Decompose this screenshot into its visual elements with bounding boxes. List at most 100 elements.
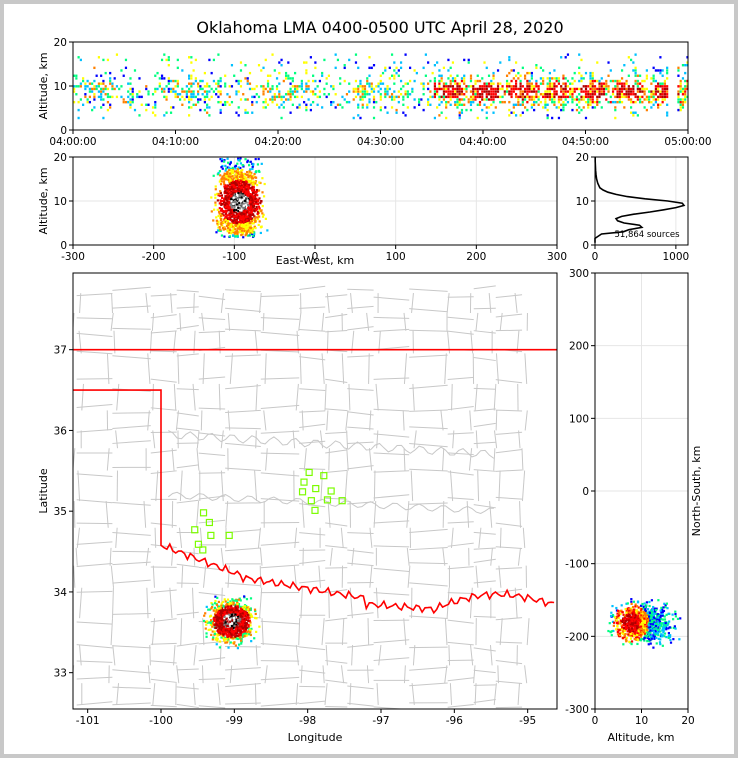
east-west-source: [215, 219, 218, 222]
time-height-source: [548, 95, 552, 99]
time-height-source: [591, 79, 594, 83]
east-west-source: [244, 192, 247, 195]
time-height-source: [393, 98, 396, 101]
time-height-source: [129, 77, 132, 80]
river-line: [168, 491, 494, 515]
east-west-source: [257, 223, 260, 227]
time-height-source: [496, 69, 500, 72]
east-west-source: [227, 209, 230, 212]
time-height-source: [620, 93, 624, 96]
time-height-source: [596, 98, 599, 101]
time-height-source: [474, 98, 477, 101]
east-west-source: [241, 233, 244, 236]
time-height-source: [472, 100, 475, 104]
map-source: [229, 634, 232, 637]
time-height-source: [115, 95, 119, 99]
time-height-source: [88, 82, 91, 85]
time-height-source: [154, 103, 157, 106]
time-height-source: [454, 95, 457, 99]
time-height-source: [97, 82, 101, 85]
east-west-source: [226, 203, 229, 206]
time-height-source: [348, 100, 351, 104]
time-height-source: [481, 87, 484, 91]
time-height-source: [296, 106, 299, 109]
east-west-source: [223, 185, 226, 188]
time-height-source: [445, 90, 448, 93]
county-line: [376, 683, 379, 705]
time-height-source: [661, 100, 664, 104]
time-height-source: [370, 85, 373, 88]
time-height-source: [469, 79, 473, 83]
time-height-source: [260, 69, 263, 72]
time-height-source: [508, 56, 511, 59]
time-height-source: [616, 85, 619, 88]
time-height-source: [596, 79, 599, 83]
east-west-source: [227, 222, 230, 226]
time-height-source: [100, 95, 103, 99]
time-height-source: [449, 93, 452, 96]
county-line: [351, 645, 354, 666]
map-source: [232, 611, 235, 614]
east-west-source: [225, 205, 228, 208]
time-height-source: [291, 93, 294, 96]
county-line: [409, 666, 448, 671]
lma-station: [194, 540, 202, 548]
east-west-source: [239, 212, 242, 215]
map-source: [224, 606, 227, 609]
east-west-source: [250, 186, 253, 190]
time-height-source: [614, 95, 617, 99]
east-west-source: [218, 194, 222, 197]
time-height-source: [314, 93, 317, 96]
county-line: [474, 683, 477, 705]
county-line: [517, 547, 521, 566]
time-height-source: [438, 87, 441, 91]
county-line: [225, 501, 229, 528]
county-line: [495, 294, 523, 298]
east-west-source: [246, 170, 249, 174]
time-height-source: [300, 87, 303, 91]
east-west-source: [241, 198, 244, 201]
north-south-source: [647, 643, 650, 646]
time-height-source: [343, 66, 346, 70]
county-line: [112, 579, 151, 584]
time-height-source: [483, 103, 486, 106]
county-line: [473, 469, 496, 472]
time-height-source: [208, 85, 211, 88]
time-height-source: [639, 95, 642, 99]
east-west-source: [234, 224, 238, 227]
east-west-source: [234, 211, 237, 214]
time-height-source: [551, 95, 554, 99]
east-west-source: [232, 185, 235, 188]
county-line: [340, 527, 344, 548]
time-height-source: [458, 103, 461, 106]
time-height-source: [176, 82, 179, 85]
time-height-source: [379, 98, 382, 101]
time-height-source: [618, 93, 621, 96]
time-height-source: [639, 90, 642, 93]
time-height-source: [305, 90, 308, 93]
east-west-source: [256, 217, 260, 221]
time-height-source: [188, 77, 191, 80]
time-height-source: [440, 111, 443, 114]
time-height-source: [129, 100, 132, 104]
time-height-source: [345, 100, 349, 104]
east-west-source: [248, 170, 251, 173]
time-height-source: [546, 93, 549, 96]
time-height-source: [289, 95, 292, 99]
map-source: [215, 633, 218, 636]
time-height-source: [449, 85, 452, 88]
time-height-source: [535, 64, 538, 67]
county-line: [176, 388, 199, 391]
east-west-source: [250, 179, 253, 182]
east-west-source: [233, 219, 236, 223]
time-height-source: [584, 90, 588, 93]
time-height-source: [557, 116, 561, 120]
time-height-source: [659, 85, 662, 88]
map-xtick-label: -95: [519, 715, 536, 727]
east-west-source: [215, 231, 218, 234]
east-west-source: [234, 198, 237, 201]
time-height-source: [605, 85, 608, 88]
east-west-source: [224, 206, 227, 209]
east-west-source: [227, 207, 231, 210]
time-height-source: [589, 79, 592, 83]
